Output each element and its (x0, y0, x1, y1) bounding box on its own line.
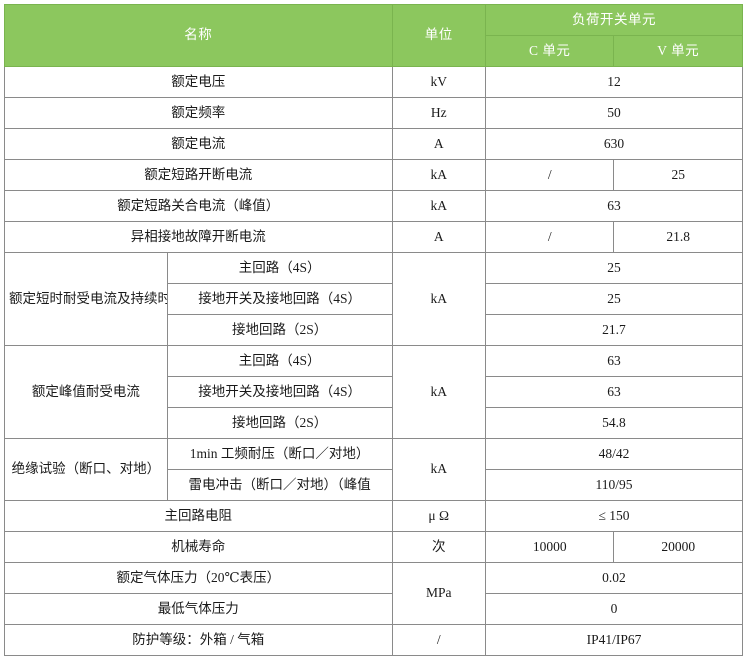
row-label: 额定短路关合电流（峰值） (4, 190, 393, 222)
table-row: 额定峰值耐受电流 主回路（4S） kA 63 (4, 345, 744, 439)
row-unit: A (391, 128, 486, 160)
header-group-load-switch-unit: 负荷开关单元 (484, 4, 744, 36)
row-value: 63 (484, 190, 744, 222)
row-value: 21.7 (484, 314, 744, 346)
row-value-v: 25 (613, 159, 743, 191)
row-unit: 次 (391, 531, 486, 563)
table-header: 名称 单位 负荷开关单元 C 单元 V 单元 (4, 4, 744, 67)
row-label: 额定短路开断电流 (4, 159, 393, 191)
header-unit: 单位 (391, 4, 486, 67)
row-value: IP41/IP67 (484, 624, 744, 656)
row-label: 最低气体压力 (4, 593, 393, 625)
row-value: 630 (484, 128, 744, 160)
row-label: 额定电流 (4, 128, 393, 160)
row-group-label: 额定短时耐受电流及持续时间 (4, 252, 168, 346)
specification-table: 名称 单位 负荷开关单元 C 单元 V 单元 额定电压 kV 12 额定频率 Hz 50 额… (4, 4, 744, 656)
row-unit: kA (391, 159, 486, 191)
row-label: 额定气体压力（20℃表压） (4, 562, 393, 594)
row-value: 54.8 (484, 407, 744, 439)
row-value: 0 (484, 593, 744, 625)
row-label: 异相接地故障开断电流 (4, 221, 393, 253)
table-row: 接地开关及接地回路（4S） 25 (5, 283, 744, 315)
row-value: 50 (484, 97, 744, 129)
row-unit: kA (391, 252, 486, 346)
row-value-v: 21.8 (613, 221, 743, 253)
table-body: 额定电压 kV 12 额定频率 Hz 50 额定电流 A 630 额定短路开断电流 kA/25 额定短… (4, 66, 744, 656)
table-row: 机械寿命次 10000 20000 (4, 531, 743, 563)
row-value-c: 10000 (484, 531, 615, 563)
row-sublabel: 接地回路（2S） (166, 407, 393, 439)
table-row: 最低气体压力 0 (4, 593, 744, 625)
row-sublabel: 主回路（4S） (166, 252, 393, 284)
table-row: 接地回路（2S） 21.7 (5, 314, 744, 346)
row-unit: MPa (391, 562, 486, 625)
table-row: 接地开关及接地回路（4S） 63 (5, 376, 744, 408)
table-row: 额定频率 Hz 50 (4, 97, 744, 129)
row-value: 63 (484, 345, 744, 377)
row-group-label: 绝缘试验（断口、对地） (4, 438, 168, 501)
row-sublabel: 接地回路（2S） (166, 314, 393, 346)
row-value: ≤ 150 (484, 500, 744, 532)
table-row: 绝缘试验（断口、对地） 1min 工频耐压（断口／对地） kA 48/42 (4, 438, 744, 501)
header-unit-c: C 单元 (484, 35, 615, 67)
row-sublabel: 雷电冲击（断口／对地）（峰值 (166, 469, 393, 501)
row-value: 25 (484, 283, 744, 315)
row-label: 主回路电阻 (4, 500, 393, 532)
table-row: 额定气体压力（20℃表压） MPa 0.02 (4, 562, 744, 625)
row-sublabel: 1min 工频耐压（断口／对地） (166, 438, 393, 470)
row-value-c: / (484, 159, 615, 191)
row-label: 额定频率 (4, 97, 393, 129)
row-sublabel: 主回路（4S） (166, 345, 393, 377)
row-value: 48/42 (484, 438, 744, 470)
table-row: 额定短路开断电流 kA/25 (4, 159, 743, 191)
table-row: 额定电流 A 630 (4, 128, 744, 160)
row-value: 25 (484, 252, 744, 284)
row-unit: kA (391, 438, 486, 501)
row-unit: Hz (391, 97, 486, 129)
row-value-v: 20000 (613, 531, 743, 563)
row-sublabel: 接地开关及接地回路（4S） (166, 376, 393, 408)
row-unit: kA (391, 190, 486, 222)
header-name: 名称 (4, 4, 393, 67)
table-row: 防护等级：外箱 / 气箱 / IP41/IP67 (4, 624, 744, 656)
table-row: 额定电压 kV 12 (4, 66, 744, 98)
row-value-c: / (484, 221, 615, 253)
row-unit: A (391, 221, 486, 253)
row-value: 63 (484, 376, 744, 408)
row-unit: / (391, 624, 486, 656)
header-unit-v: V 单元 (613, 35, 743, 67)
table-row: 异相接地故障开断电流 A/21.8 (4, 221, 743, 253)
row-group-label: 额定峰值耐受电流 (4, 345, 168, 439)
row-unit: μ Ω (391, 500, 486, 532)
row-unit: kA (391, 345, 486, 439)
table-row: 额定短路关合电流（峰值） kA 63 (4, 190, 744, 222)
row-label: 机械寿命 (4, 531, 393, 563)
table-row: 接地回路（2S） 54.8 (5, 407, 744, 439)
row-value: 110/95 (484, 469, 744, 501)
table-row: 主回路电阻 μ Ω ≤ 150 (4, 500, 744, 532)
row-label: 防护等级：外箱 / 气箱 (4, 624, 393, 656)
table-row: 额定短时耐受电流及持续时间 主回路（4S） kA 25 (4, 252, 744, 346)
row-sublabel: 接地开关及接地回路（4S） (166, 283, 393, 315)
row-value: 12 (484, 66, 744, 98)
row-label: 额定电压 (4, 66, 393, 98)
table-row: 雷电冲击（断口／对地）（峰值 110/95 (5, 469, 744, 501)
row-value: 0.02 (484, 562, 744, 594)
row-unit: kV (391, 66, 486, 98)
